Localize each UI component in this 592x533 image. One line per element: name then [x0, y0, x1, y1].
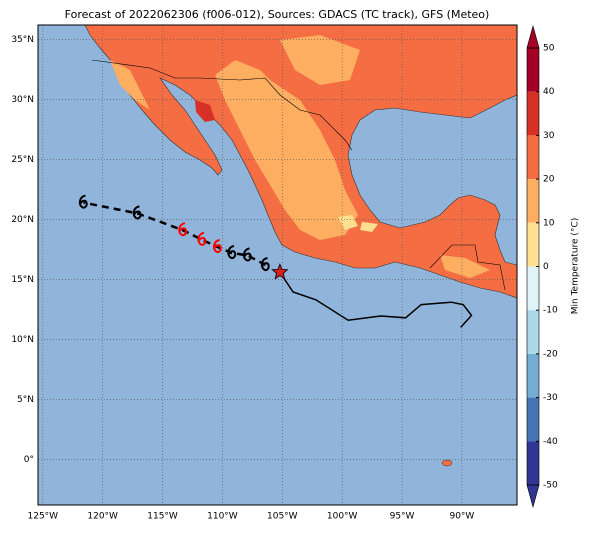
colorbar-bin	[527, 91, 539, 136]
storm-symbol	[78, 194, 88, 209]
colorbar-tick-label: -10	[543, 306, 558, 316]
y-tick-label: 0°	[24, 455, 34, 465]
colorbar-bin	[527, 266, 539, 311]
y-tick-label: 15°N	[11, 275, 34, 285]
x-tick-label: 100°W	[327, 512, 358, 522]
forecast-line	[83, 201, 267, 267]
colorbar-tick-label: 50	[543, 44, 555, 54]
colorbar-label: Min Temperature (°C)	[571, 218, 581, 315]
colorbar-tick-label: -30	[543, 393, 558, 403]
colorbar-tick-label: 30	[543, 131, 555, 141]
colorbar-bin	[527, 397, 539, 442]
y-tick-label: 10°N	[11, 335, 34, 345]
storm-symbol	[260, 257, 270, 272]
colorbar-bin	[527, 353, 539, 398]
colorbar-tick-label: -50	[543, 481, 558, 491]
storm-symbol	[242, 247, 252, 262]
warm-region	[440, 255, 490, 278]
x-tick-label: 120°W	[87, 512, 118, 522]
colorbar: 50 40 30 20 10 0 -10 -20 -30 -40 -50	[526, 24, 558, 509]
track-line	[279, 271, 473, 328]
colorbar-tick-label: -20	[543, 349, 558, 359]
map-title: Forecast of 2022062306 (f006-012), Sourc…	[65, 8, 490, 21]
map-frame	[37, 24, 518, 506]
colorbar-bin	[527, 310, 539, 354]
storm-symbol	[197, 231, 207, 246]
colorbar-tick-label: 20	[543, 175, 555, 185]
y-tick-label: 5°N	[17, 395, 34, 405]
mild-patch	[360, 222, 378, 232]
colorbar-extend	[526, 484, 540, 509]
x-tick-label: 105°W	[267, 512, 298, 522]
storm-symbol	[178, 222, 188, 237]
colorbar-bin	[527, 48, 539, 92]
x-tick-label: 115°W	[147, 512, 178, 522]
colorbar-tick-label: 10	[543, 218, 555, 228]
y-tick-label: 25°N	[11, 155, 34, 165]
storm-symbol	[132, 205, 142, 220]
x-tick-label: 90°W	[449, 512, 474, 522]
warm-region	[280, 35, 360, 85]
mild-patch	[338, 215, 358, 230]
y-tick-label: 35°N	[11, 35, 34, 45]
colorbar-bin	[527, 441, 539, 485]
border	[91, 59, 353, 151]
island	[441, 459, 453, 467]
colorbar-tick-label: -40	[543, 437, 558, 447]
y-tick-label: 20°N	[11, 215, 34, 225]
track-layer	[78, 194, 473, 328]
warm-region	[110, 60, 150, 110]
x-tick-label: 110°W	[207, 512, 238, 522]
map-area	[38, 25, 517, 505]
border	[429, 244, 506, 291]
colorbar-bin	[527, 135, 539, 180]
colorbar-bin	[527, 222, 539, 267]
grid	[38, 25, 517, 505]
hot-patch	[195, 100, 215, 122]
colorbar-extend	[526, 24, 540, 49]
colorbar-bin	[527, 179, 539, 223]
x-tick-label: 125°W	[28, 512, 59, 522]
warm-region	[215, 60, 358, 240]
colorbar-tick-label: 40	[543, 87, 555, 97]
storm-symbol	[212, 239, 222, 254]
x-tick-label: 95°W	[390, 512, 415, 522]
storm-symbol	[227, 245, 237, 260]
y-tick-label: 30°N	[11, 95, 34, 105]
current-position	[271, 263, 289, 280]
colorbar-tick-label: 0	[543, 262, 549, 272]
